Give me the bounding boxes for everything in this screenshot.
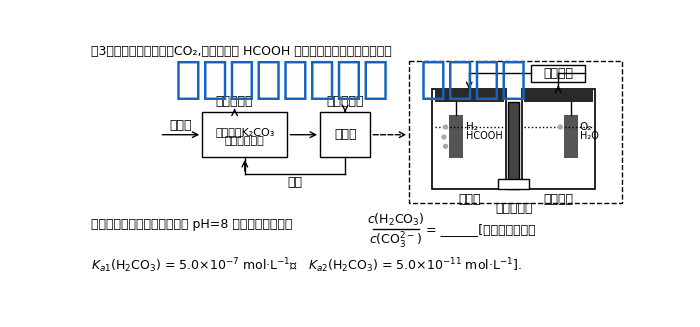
FancyBboxPatch shape: [498, 180, 529, 189]
Text: 微信公众号关注：  趋找签案: 微信公众号关注： 趋找签案: [175, 58, 527, 101]
Text: 铂电极: 铂电极: [458, 193, 480, 206]
Circle shape: [559, 125, 562, 129]
FancyBboxPatch shape: [524, 89, 593, 102]
FancyBboxPatch shape: [564, 115, 578, 158]
Text: HCOOH: HCOOH: [466, 131, 503, 141]
FancyBboxPatch shape: [435, 89, 504, 102]
FancyBboxPatch shape: [508, 102, 519, 189]
FancyBboxPatch shape: [433, 89, 506, 189]
Text: H₂: H₂: [466, 122, 477, 132]
Text: 溶液的吸收池: 溶液的吸收池: [225, 136, 265, 146]
Text: = ______[已知：该温度下: = ______[已知：该温度下: [421, 223, 536, 236]
Text: $c$(CO$_3^{2-}$): $c$(CO$_3^{2-}$): [370, 231, 422, 251]
Text: 质子交换膜: 质子交换膜: [495, 202, 533, 215]
FancyBboxPatch shape: [531, 65, 585, 82]
Text: 盛有饱和K₂CO₃: 盛有饱和K₂CO₃: [215, 127, 274, 137]
Text: 分解池: 分解池: [334, 128, 356, 141]
Circle shape: [444, 144, 447, 148]
Text: $K_{a1}$(H$_2$CO$_3$) = 5.0×10$^{-7}$ mol·L$^{-1}$，   $K_{a2}$(H$_2$CO$_3$) = 5.: $K_{a1}$(H$_2$CO$_3$) = 5.0×10$^{-7}$ mo…: [92, 256, 522, 275]
Circle shape: [442, 135, 446, 139]
Text: 溶液: 溶液: [288, 176, 302, 189]
Text: 某温度下，当吸收池中溶液的 pH=8 时，此时该溶液中: 某温度下，当吸收池中溶液的 pH=8 时，此时该溶液中: [92, 218, 293, 231]
Text: O₂: O₂: [580, 122, 592, 132]
Text: 低热值燃气: 低热值燃气: [216, 95, 253, 108]
FancyBboxPatch shape: [498, 179, 529, 189]
FancyBboxPatch shape: [522, 89, 595, 189]
FancyBboxPatch shape: [202, 112, 288, 157]
Text: $c$(H$_2$CO$_3$): $c$(H$_2$CO$_3$): [367, 212, 425, 228]
Text: 高温水蒸气: 高温水蒸气: [326, 95, 364, 108]
FancyBboxPatch shape: [449, 115, 463, 158]
FancyBboxPatch shape: [320, 112, 370, 157]
Circle shape: [444, 125, 447, 129]
Text: 玻碳电极: 玻碳电极: [543, 193, 573, 206]
Text: 光伏电池: 光伏电池: [543, 67, 573, 79]
Text: 高炉气: 高炉气: [169, 119, 192, 132]
Text: H₂O: H₂O: [580, 131, 598, 141]
Text: （3）一种从高炉气回收CO₂,制储氢物质 HCOOH 的综合利用示意图如图所示：: （3）一种从高炉气回收CO₂,制储氢物质 HCOOH 的综合利用示意图如图所示：: [92, 45, 392, 59]
